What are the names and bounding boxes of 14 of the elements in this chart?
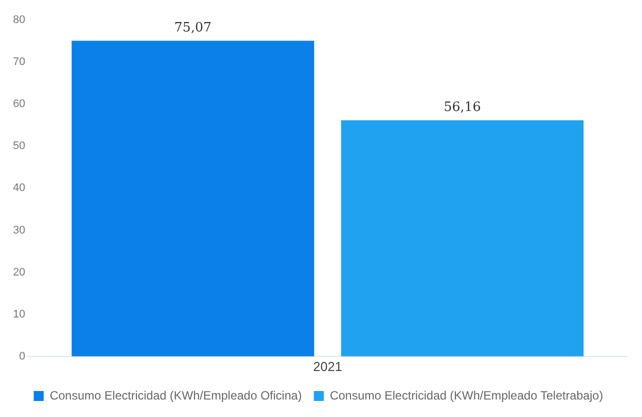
y-tick-label: 0 (19, 350, 26, 362)
y-tick-label: 40 (12, 182, 26, 194)
y-tick-label: 20 (12, 266, 26, 278)
data-label: 56,16 (444, 100, 481, 116)
data-label: 75,07 (174, 20, 212, 36)
y-tick-label: 80 (12, 14, 26, 26)
legend-label: Consumo Electricidad (KWh/Empleado Teletrabajo) (330, 388, 604, 402)
y-tick-label: 30 (12, 224, 26, 236)
x-tick-label: 2021 (313, 358, 342, 374)
y-tick-label: 70 (12, 56, 26, 68)
y-tick-label: 10 (12, 308, 26, 320)
y-tick-label: 50 (12, 140, 26, 152)
y-tick-label: 60 (12, 98, 26, 110)
legend-label: Consumo Electricidad (KWh/Empleado Oficina) (50, 388, 302, 402)
